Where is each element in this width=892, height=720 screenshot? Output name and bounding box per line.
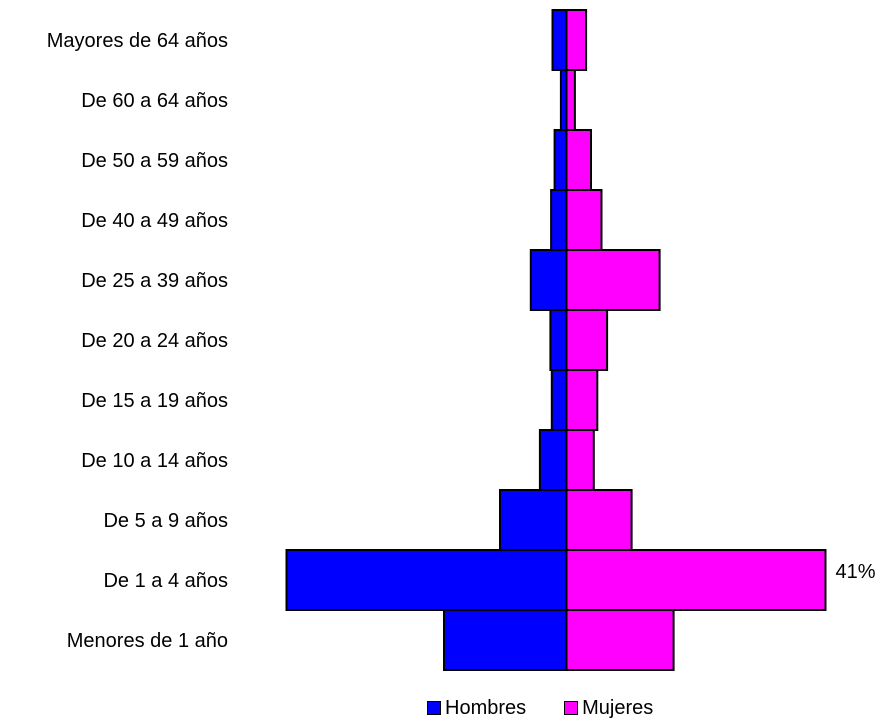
bar-hombres <box>551 9 568 71</box>
legend-swatch-mujeres <box>564 701 579 715</box>
bar-mujeres <box>565 549 827 611</box>
category-label: De 50 a 59 años <box>81 150 228 172</box>
category-label: Mayores de 64 años <box>47 30 228 52</box>
category-label: Menores de 1 año <box>67 630 228 652</box>
bar-hombres <box>550 189 568 251</box>
legend-item-hombres: Hombres <box>427 697 526 720</box>
bar-mujeres <box>565 489 633 551</box>
bar-hombres <box>549 309 568 371</box>
data-label: 41% <box>836 561 876 583</box>
bar-hombres <box>285 549 568 611</box>
bar-mujeres <box>565 129 592 191</box>
chart-plot-area: Mayores de 64 años De 60 a 64 años De 50 a… <box>47 9 876 671</box>
category-label: De 25 a 39 años <box>81 270 228 292</box>
category-label: De 1 a 4 años <box>103 570 228 592</box>
legend-item-mujeres: Mujeres <box>564 697 653 720</box>
bar-mujeres <box>565 369 599 431</box>
category-label: De 15 a 19 años <box>81 390 228 412</box>
category-label: De 10 a 14 años <box>81 450 228 472</box>
category-label: De 60 a 64 años <box>81 90 228 112</box>
category-label: De 40 a 49 años <box>81 210 228 232</box>
chart-legend: Hombres Mujeres <box>427 696 691 720</box>
bar-mujeres <box>565 309 609 371</box>
bar-hombres <box>538 429 568 491</box>
bar-mujeres <box>565 609 675 671</box>
bar-hombres <box>499 489 568 551</box>
bar-hombres <box>553 129 568 191</box>
category-label: De 20 a 24 años <box>81 330 228 352</box>
bar-mujeres <box>565 249 661 311</box>
bar-mujeres <box>565 189 603 251</box>
category-label: De 5 a 9 años <box>103 510 228 532</box>
bar-mujeres <box>565 69 576 131</box>
bar-hombres <box>529 249 568 311</box>
bar-mujeres <box>565 429 595 491</box>
legend-label-mujeres: Mujeres <box>582 696 654 719</box>
legend-swatch-hombres <box>427 701 441 715</box>
bar-hombres <box>443 609 568 671</box>
bar-hombres <box>550 369 568 431</box>
bar-mujeres <box>565 9 588 71</box>
legend-label-hombres: Hombres <box>445 696 527 719</box>
